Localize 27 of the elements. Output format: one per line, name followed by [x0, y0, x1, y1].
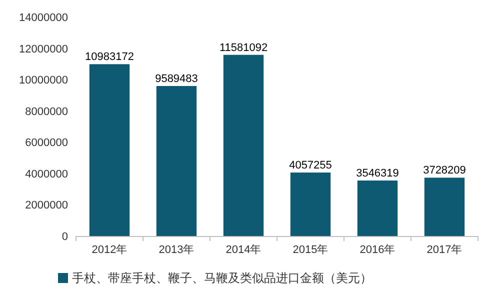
y-tick-label: 12000000 — [19, 43, 68, 56]
data-label: 3728209 — [423, 164, 466, 177]
bar — [424, 178, 465, 236]
x-tick-label: 2015年 — [292, 244, 328, 256]
bar — [290, 172, 331, 236]
y-tick-label: 14000000 — [19, 12, 68, 24]
y-tick-label: 8000000 — [25, 106, 68, 118]
x-tick-label: 2017年 — [426, 244, 462, 256]
data-label: 9589483 — [155, 72, 198, 85]
x-tick-label: 2012年 — [92, 244, 128, 256]
data-label: 4057255 — [289, 160, 332, 172]
bar — [223, 54, 264, 236]
x-tick-label: 2016年 — [360, 244, 396, 256]
y-tick-label: 6000000 — [25, 137, 68, 150]
x-tick-label: 2014年 — [226, 244, 262, 256]
data-label: 3546319 — [356, 168, 399, 180]
y-tick-label: 10000000 — [19, 74, 68, 87]
y-tick-label: 2000000 — [25, 200, 68, 212]
data-label: 11581092 — [219, 42, 268, 54]
x-tick-label: 2013年 — [158, 244, 194, 256]
data-label: 10983172 — [85, 51, 134, 64]
legend: 手杖、带座手杖、鞭子、马鞭及类似品进口金额（美元） — [58, 271, 372, 285]
y-tick-label: 4000000 — [25, 168, 68, 180]
bar — [156, 86, 197, 236]
bar — [89, 64, 130, 236]
y-tick-label: 0 — [62, 231, 68, 243]
bar — [357, 180, 398, 236]
